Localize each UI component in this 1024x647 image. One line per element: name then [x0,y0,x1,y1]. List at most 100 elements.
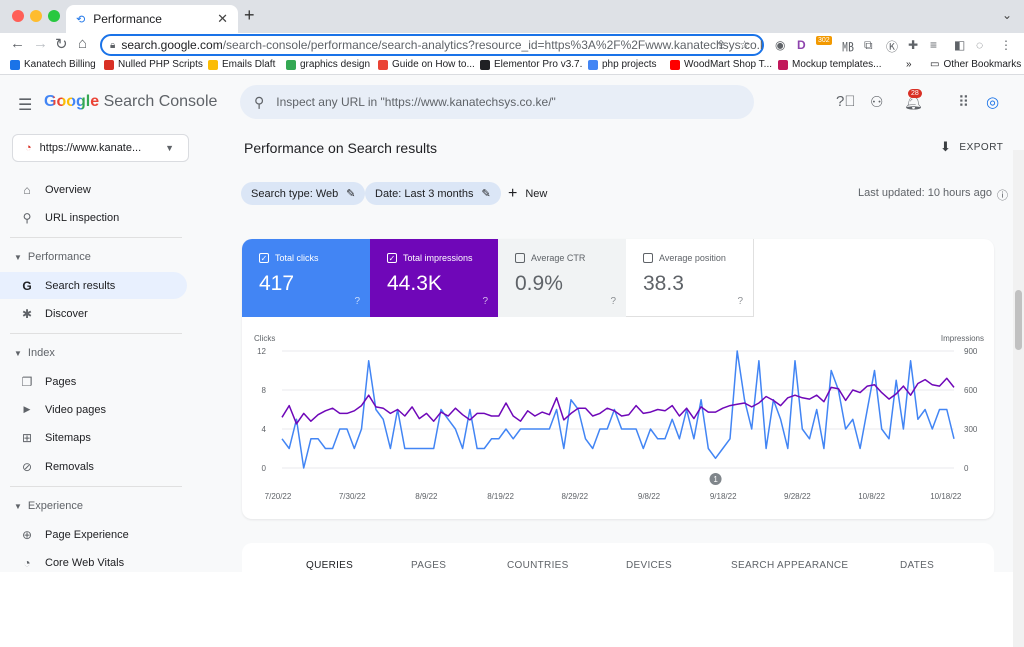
home-icon[interactable]: ⌂ [78,35,88,52]
forward-arrow-icon[interactable]: → [33,35,48,52]
bookmark-item[interactable]: WoodMart Shop T... [670,59,772,70]
reload-icon[interactable]: ↻ [55,36,68,53]
hamburger-menu-icon[interactable]: ☰ [18,97,33,114]
search-console-logo[interactable]: Google Search Console [44,93,217,111]
share-icon[interactable]: ⇪ [715,38,726,52]
nav-url-inspection[interactable]: ⚲ URL inspection [0,204,187,231]
k-extension-icon[interactable]: Ⓚ [886,40,899,54]
nav-removals[interactable]: ⊘ Removals [21,459,94,474]
bookmark-item[interactable]: Kanatech Billing [10,59,96,70]
bookmark-item[interactable]: graphics design [286,59,370,70]
bookmark-item[interactable]: Guide on How to... [378,59,475,70]
bookmark-star-icon[interactable]: ☆ [739,38,750,52]
checkbox-unchecked-icon[interactable] [515,253,525,263]
export-button[interactable]: ⬇ EXPORT [940,139,1004,154]
gauge-icon: ◔ [23,555,31,570]
screenshot-extension-icon[interactable]: ⧉ [864,38,873,52]
browser-tab[interactable]: ⟲ Performance ✕ [66,5,238,33]
metric-total-clicks[interactable]: ✓ Total clicks 417 ? [242,239,370,317]
help-icon[interactable]: ⓘ [996,190,1008,202]
index-section-toggle[interactable]: ▼ Index [14,347,55,359]
camera-extension-icon[interactable]: ◉ [775,38,786,52]
notifications-bell-icon[interactable]: 🔔︎ [904,94,924,111]
back-arrow-icon[interactable]: ← [10,35,25,52]
browser-menu-icon[interactable]: ⋮ [1000,38,1012,52]
bookmark-favicon-icon [104,59,114,70]
puzzle-extension-icon[interactable]: ✚ [908,38,919,52]
new-tab-button[interactable]: + [244,5,255,25]
x-tick-label: 10/8/22 [858,492,885,501]
tab-devices[interactable]: DEVICES [626,560,673,571]
left-tick-label: 4 [262,425,267,434]
search-type-filter-chip[interactable]: Search type: Web ✎ [241,182,366,205]
nav-page-experience[interactable]: ⊕ Page Experience [21,527,129,542]
caret-down-icon: ▼ [14,252,22,262]
close-window-button[interactable] [12,10,24,22]
chart-annotation[interactable]: 1 [709,473,722,485]
address-bar[interactable]: 🔒︎ search.google.com /search-console/per… [100,34,764,56]
nav-overview[interactable]: ⌂ Overview [0,176,187,203]
tab-dates[interactable]: DATES [900,560,935,571]
checkbox-unchecked-icon[interactable] [643,253,653,263]
google-logo-text: Google [44,93,100,110]
badge-extension-icon[interactable]: 302 [816,36,832,45]
metric-total-impressions[interactable]: ✓ Total impressions 44.3K ? [370,239,498,317]
series-line-impressions [281,377,955,425]
url-inspection-search-bar[interactable]: ⚲ Inspect any URL in "https://www.kanate… [240,85,754,119]
sitemap-icon: ⊞ [21,430,33,445]
tab-pages[interactable]: PAGES [411,560,447,571]
close-tab-icon[interactable]: ✕ [217,11,228,26]
nav-sitemaps[interactable]: ⊞ Sitemaps [21,430,91,445]
video-icon: ▶ [23,404,31,414]
nav-search-results[interactable]: G Search results [0,272,187,299]
dropdown-caret-icon: ▼ [165,143,174,153]
d-extension-icon[interactable]: D [797,38,806,52]
property-selector[interactable]: ◔ https://www.kanate... ▼ [12,134,189,162]
help-icon[interactable]: ? [737,296,743,307]
help-icon[interactable]: ? [482,296,488,307]
tab-search-chevron-icon[interactable]: ⌄ [1001,8,1012,22]
performance-line-chart[interactable]: Clicks Impressions 0 4 8 12 0 300 600 900 7/20/2… [242,329,994,509]
bookmark-item[interactable]: Mockup templates... [778,59,881,70]
account-avatar-icon[interactable]: ◎ [986,94,1000,111]
checkbox-checked-icon[interactable]: ✓ [387,253,397,263]
help-icon[interactable]: ? [610,296,616,307]
apps-grid-icon[interactable]: ⠿ [958,94,969,111]
other-bookmarks-folder[interactable]: ▭ Other Bookmarks [930,59,1022,70]
nav-core-web-vitals[interactable]: ◔ Core Web Vitals [0,549,187,576]
metric-average-position[interactable]: Average position 38.3 ? [626,239,754,317]
page-scrollbar[interactable] [1013,150,1024,647]
plus-circle-icon: ⊕ [21,527,33,542]
metric-value: 417 [259,272,295,295]
profile-avatar-icon[interactable]: ◌ [976,38,984,52]
reader-extension-icon[interactable]: ㎆ [842,40,855,54]
scrollbar-thumb[interactable] [1015,290,1022,350]
performance-section-toggle[interactable]: ▼ Performance [14,251,91,263]
manage-users-icon[interactable]: ⚇ [870,94,884,111]
checkbox-checked-icon[interactable]: ✓ [259,253,269,263]
nav-discover[interactable]: ✱ Discover [21,306,88,321]
bookmark-item[interactable]: Elementor Pro v3.7. [480,59,582,70]
bookmark-item[interactable]: php projects [588,59,656,70]
more-bookmarks-button[interactable]: » [906,59,912,70]
minimize-window-button[interactable] [30,10,42,22]
divider [10,237,182,238]
help-icon[interactable]: ? [354,296,360,307]
bookmark-item[interactable]: Nulled PHP Scripts [104,59,203,70]
nav-pages[interactable]: ❐ Pages [21,374,77,389]
x-tick-label: 9/8/22 [638,492,661,501]
tab-search-appearance[interactable]: SEARCH APPEARANCE [731,560,849,571]
date-filter-chip[interactable]: Date: Last 3 months ✎ [365,182,501,205]
maximize-window-button[interactable] [48,10,60,22]
side-panel-icon[interactable]: ◧ [954,38,966,52]
help-icon[interactable]: ?⃝ [836,93,856,110]
experience-section-toggle[interactable]: ▼ Experience [14,500,83,512]
nav-video-pages[interactable]: ▶ Video pages [0,396,187,423]
new-filter-button[interactable]: + New [508,185,548,202]
notification-count-badge: 28 [908,89,922,98]
metric-average-ctr[interactable]: Average CTR 0.9% ? [498,239,626,317]
tab-countries[interactable]: COUNTRIES [507,560,569,571]
bookmark-item[interactable]: Emails Dlaft [208,59,275,70]
tab-queries[interactable]: QUERIES [306,560,354,571]
playlist-icon[interactable]: ≡ [930,38,938,52]
